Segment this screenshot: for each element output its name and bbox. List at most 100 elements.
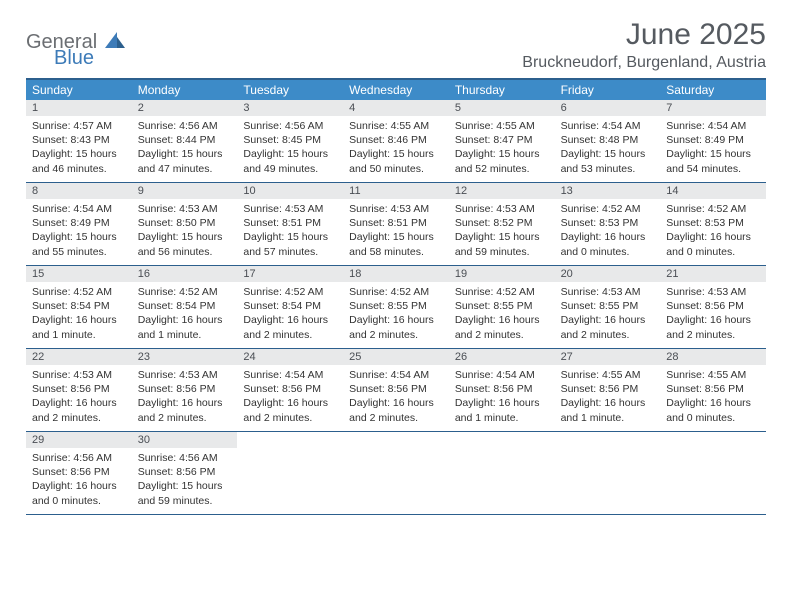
day-info: Sunrise: 4:54 AMSunset: 8:56 PMDaylight:… — [449, 365, 555, 425]
day-number: 7 — [660, 100, 766, 116]
daylight-line1: Daylight: 16 hours — [666, 396, 760, 410]
weeks-container: 1Sunrise: 4:57 AMSunset: 8:43 PMDaylight… — [26, 100, 766, 515]
day-cell: 17Sunrise: 4:52 AMSunset: 8:54 PMDayligh… — [237, 266, 343, 348]
sunset: Sunset: 8:56 PM — [561, 382, 655, 396]
daylight-line1: Daylight: 16 hours — [243, 313, 337, 327]
day-info: Sunrise: 4:53 AMSunset: 8:50 PMDaylight:… — [132, 199, 238, 259]
daylight-line1: Daylight: 15 hours — [349, 230, 443, 244]
day-cell — [555, 432, 661, 514]
daylight-line2: and 54 minutes. — [666, 162, 760, 176]
day-info: Sunrise: 4:52 AMSunset: 8:55 PMDaylight:… — [343, 282, 449, 342]
daylight-line2: and 57 minutes. — [243, 245, 337, 259]
day-info: Sunrise: 4:53 AMSunset: 8:56 PMDaylight:… — [660, 282, 766, 342]
day-cell: 16 Sunrise: 4:52 AMSunset: 8:54 PMDayligh… — [132, 266, 238, 348]
day-number: 27 — [555, 349, 661, 365]
sunrise: Sunrise: 4:53 AM — [561, 285, 655, 299]
sunset: Sunset: 8:51 PM — [349, 216, 443, 230]
day-cell: 21Sunrise: 4:53 AMSunset: 8:56 PMDayligh… — [660, 266, 766, 348]
sunrise: Sunrise: 4:54 AM — [561, 119, 655, 133]
day-cell: 26Sunrise: 4:54 AMSunset: 8:56 PMDayligh… — [449, 349, 555, 431]
day-number: 21 — [660, 266, 766, 282]
daylight-line1: Daylight: 16 hours — [561, 230, 655, 244]
week-row: 22Sunrise: 4:53 AMSunset: 8:56 PMDayligh… — [26, 349, 766, 432]
daylight-line2: and 2 minutes. — [243, 411, 337, 425]
sunrise: Sunrise: 4:52 AM — [666, 202, 760, 216]
dow-wednesday: Wednesday — [343, 80, 449, 100]
day-info: Sunrise: 4:55 AMSunset: 8:56 PMDaylight:… — [555, 365, 661, 425]
day-cell: 25Sunrise: 4:54 AMSunset: 8:56 PMDayligh… — [343, 349, 449, 431]
sunset: Sunset: 8:56 PM — [32, 382, 126, 396]
sunrise: Sunrise: 4:55 AM — [666, 368, 760, 382]
day-cell: 6Sunrise: 4:54 AMSunset: 8:48 PMDaylight… — [555, 100, 661, 182]
daylight-line2: and 46 minutes. — [32, 162, 126, 176]
daylight-line1: Daylight: 16 hours — [32, 479, 126, 493]
day-cell: 20Sunrise: 4:53 AMSunset: 8:55 PMDayligh… — [555, 266, 661, 348]
daylight-line2: and 58 minutes. — [349, 245, 443, 259]
day-cell — [660, 432, 766, 514]
daylight-line2: and 0 minutes. — [561, 245, 655, 259]
daylight-line2: and 2 minutes. — [32, 411, 126, 425]
dow-tuesday: Tuesday — [237, 80, 343, 100]
sunset: Sunset: 8:54 PM — [138, 299, 232, 313]
day-info: Sunrise: 4:54 AMSunset: 8:56 PMDaylight:… — [237, 365, 343, 425]
sunrise: Sunrise: 4:54 AM — [32, 202, 126, 216]
sunset: Sunset: 8:52 PM — [455, 216, 549, 230]
daylight-line1: Daylight: 15 hours — [138, 479, 232, 493]
dow-saturday: Saturday — [660, 80, 766, 100]
day-cell: 9Sunrise: 4:53 AMSunset: 8:50 PMDaylight… — [132, 183, 238, 265]
day-info: Sunrise: 4:57 AMSunset: 8:43 PMDaylight:… — [26, 116, 132, 176]
day-cell — [343, 432, 449, 514]
day-cell: 19Sunrise: 4:52 AMSunset: 8:55 PMDayligh… — [449, 266, 555, 348]
sunrise: Sunrise: 4:53 AM — [243, 202, 337, 216]
sunrise: Sunrise: 4:55 AM — [561, 368, 655, 382]
day-info: Sunrise: 4:53 AMSunset: 8:51 PMDaylight:… — [237, 199, 343, 259]
day-cell: 15Sunrise: 4:52 AMSunset: 8:54 PMDayligh… — [26, 266, 132, 348]
logo: General Blue — [26, 32, 125, 67]
daylight-line1: Daylight: 16 hours — [138, 396, 232, 410]
daylight-line2: and 59 minutes. — [455, 245, 549, 259]
sunrise: Sunrise: 4:52 AM — [138, 285, 232, 299]
day-cell: 7Sunrise: 4:54 AMSunset: 8:49 PMDaylight… — [660, 100, 766, 182]
day-number: 10 — [237, 183, 343, 199]
day-cell: 12Sunrise: 4:53 AMSunset: 8:52 PMDayligh… — [449, 183, 555, 265]
day-number: 17 — [237, 266, 343, 282]
sunset: Sunset: 8:56 PM — [138, 465, 232, 479]
sunrise: Sunrise: 4:52 AM — [455, 285, 549, 299]
day-number: 4 — [343, 100, 449, 116]
daylight-line1: Daylight: 16 hours — [32, 396, 126, 410]
day-info: Sunrise: 4:53 AMSunset: 8:51 PMDaylight:… — [343, 199, 449, 259]
day-number: 16 — [132, 266, 238, 282]
daylight-line1: Daylight: 15 hours — [561, 147, 655, 161]
daylight-line2: and 0 minutes. — [666, 245, 760, 259]
daylight-line2: and 0 minutes. — [666, 411, 760, 425]
logo-text: General Blue — [26, 32, 125, 67]
day-cell: 22Sunrise: 4:53 AMSunset: 8:56 PMDayligh… — [26, 349, 132, 431]
day-cell: 30Sunrise: 4:56 AMSunset: 8:56 PMDayligh… — [132, 432, 238, 514]
day-number: 19 — [449, 266, 555, 282]
dow-monday: Monday — [132, 80, 238, 100]
sunset: Sunset: 8:51 PM — [243, 216, 337, 230]
sunrise: Sunrise: 4:57 AM — [32, 119, 126, 133]
daylight-line1: Daylight: 16 hours — [138, 313, 232, 327]
sunrise: Sunrise: 4:53 AM — [455, 202, 549, 216]
daylight-line1: Daylight: 16 hours — [349, 396, 443, 410]
dow-sunday: Sunday — [26, 80, 132, 100]
day-number: 8 — [26, 183, 132, 199]
sunrise: Sunrise: 4:54 AM — [455, 368, 549, 382]
day-info: Sunrise: 4:53 AMSunset: 8:56 PMDaylight:… — [26, 365, 132, 425]
sunset: Sunset: 8:54 PM — [32, 299, 126, 313]
sunrise: Sunrise: 4:53 AM — [138, 368, 232, 382]
sunrise: Sunrise: 4:52 AM — [243, 285, 337, 299]
day-cell: 8Sunrise: 4:54 AMSunset: 8:49 PMDaylight… — [26, 183, 132, 265]
sunrise: Sunrise: 4:53 AM — [666, 285, 760, 299]
daylight-line1: Daylight: 15 hours — [666, 147, 760, 161]
day-info: Sunrise: 4:55 AMSunset: 8:47 PMDaylight:… — [449, 116, 555, 176]
day-info: Sunrise: 4:52 AMSunset: 8:54 PMDaylight:… — [237, 282, 343, 342]
daylight-line2: and 53 minutes. — [561, 162, 655, 176]
day-cell: 23Sunrise: 4:53 AMSunset: 8:56 PMDayligh… — [132, 349, 238, 431]
sunset: Sunset: 8:56 PM — [666, 382, 760, 396]
daylight-line2: and 2 minutes. — [349, 411, 443, 425]
logo-triangle-icon — [105, 31, 125, 53]
day-cell: 11Sunrise: 4:53 AMSunset: 8:51 PMDayligh… — [343, 183, 449, 265]
daylight-line2: and 2 minutes. — [349, 328, 443, 342]
